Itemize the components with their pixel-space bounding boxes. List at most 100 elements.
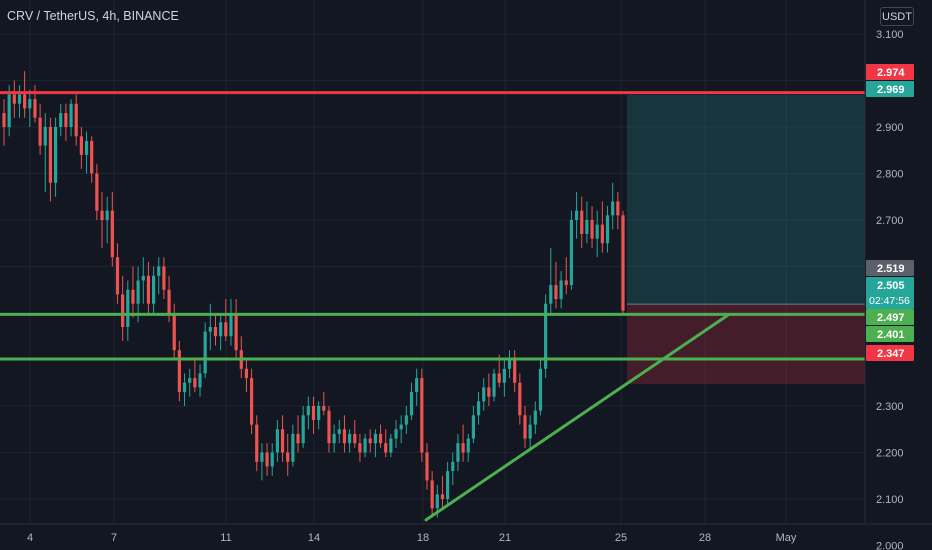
candle-body-73 xyxy=(378,433,383,444)
price-tick-2.300: 2.300 xyxy=(876,401,904,413)
candle-body-82 xyxy=(425,452,429,481)
currency-label[interactable]: USDT xyxy=(880,7,914,26)
candle-body-24 xyxy=(126,289,130,327)
candle-body-3 xyxy=(17,94,22,104)
candle-body-44 xyxy=(229,313,233,337)
candle-body-48 xyxy=(250,378,254,425)
candle-body-16 xyxy=(84,140,89,155)
candle-body-105 xyxy=(544,303,548,369)
candle-body-88 xyxy=(456,443,460,462)
candle-body-11 xyxy=(59,113,63,127)
candle-body-20 xyxy=(105,210,109,220)
candle-body-106 xyxy=(549,285,553,304)
symbol-title[interactable]: CRV / TetherUS, 4h, BINANCE xyxy=(7,9,179,23)
candle-body-17 xyxy=(90,140,94,174)
time-tick-18: 18 xyxy=(417,532,429,544)
profit-zone[interactable] xyxy=(627,94,865,305)
candle-body-80 xyxy=(415,378,419,393)
candle-body-37 xyxy=(193,378,197,388)
candle-body-76 xyxy=(394,429,398,439)
candle-body-113 xyxy=(585,220,589,234)
badge-support2-bg xyxy=(866,326,914,342)
drawn-lines[interactable] xyxy=(0,91,865,522)
badge-support-bg xyxy=(866,309,914,325)
candle-body-96 xyxy=(497,373,501,383)
badge-target: 2.969 xyxy=(877,84,905,96)
candle-body-61 xyxy=(317,406,321,420)
candle-body-74 xyxy=(384,443,388,453)
badge-resistance: 2.974 xyxy=(877,67,905,79)
candle-body-108 xyxy=(559,280,563,300)
candle-body-59 xyxy=(306,406,310,416)
candle-body-87 xyxy=(451,461,455,472)
candle-body-118 xyxy=(611,201,615,216)
candle-body-57 xyxy=(296,433,300,444)
candle-body-114 xyxy=(590,220,594,239)
candle-body-0 xyxy=(2,113,6,127)
candle-body-75 xyxy=(389,438,393,453)
candle-body-21 xyxy=(110,210,114,258)
badge-last-bg xyxy=(866,260,914,276)
candle-body-23 xyxy=(121,294,125,327)
time-tick-May: May xyxy=(776,532,797,544)
candle-body-90 xyxy=(466,438,470,453)
candle-body-120 xyxy=(621,215,625,311)
candle-body-110 xyxy=(569,220,574,286)
candle-body-98 xyxy=(507,359,512,369)
candle-body-116 xyxy=(600,224,604,244)
badge-stop-bg xyxy=(866,345,914,361)
candle-body-38 xyxy=(198,373,202,388)
price-tick-2.100: 2.100 xyxy=(876,494,904,506)
candle-body-32 xyxy=(167,289,171,313)
candle-body-104 xyxy=(538,368,543,411)
candle-body-66 xyxy=(342,429,347,444)
chart-grid xyxy=(0,0,865,546)
candle-body-62 xyxy=(322,406,326,411)
candle-body-81 xyxy=(420,378,424,453)
candle-body-93 xyxy=(482,387,486,402)
candle-body-94 xyxy=(487,387,491,397)
time-tick-4: 4 xyxy=(27,532,33,544)
candle-body-70 xyxy=(363,438,367,453)
candle-body-100 xyxy=(518,382,522,416)
candle-body-36 xyxy=(188,378,192,383)
candle-body-109 xyxy=(564,280,568,286)
candle-body-97 xyxy=(502,368,506,383)
candle-body-58 xyxy=(301,415,305,444)
candle-body-77 xyxy=(399,424,403,430)
badge-current: 2.505 xyxy=(877,280,905,292)
stop-loss-zone[interactable] xyxy=(627,304,865,385)
badge-target-bg xyxy=(866,81,914,97)
candle-body-68 xyxy=(353,433,357,444)
badge-support2: 2.401 xyxy=(877,329,905,341)
candle-body-79 xyxy=(409,392,414,416)
time-axis-background xyxy=(0,524,932,550)
bar-countdown: 02:47:56 xyxy=(869,295,910,307)
candle-body-56 xyxy=(291,433,295,462)
price-tick-2.800: 2.800 xyxy=(876,169,904,181)
candle-body-71 xyxy=(368,438,372,444)
candle-body-6 xyxy=(33,99,37,118)
candle-body-15 xyxy=(79,136,83,155)
candle-body-65 xyxy=(337,429,341,434)
candle-body-1 xyxy=(7,94,11,127)
price-tick-2.000: 2.000 xyxy=(876,541,904,550)
candle-body-78 xyxy=(404,415,408,425)
badge-last: 2.519 xyxy=(877,263,905,275)
candle-body-41 xyxy=(213,326,218,337)
candle-body-14 xyxy=(74,103,78,137)
ascending-trendline[interactable] xyxy=(424,312,731,522)
time-axis[interactable]: 4 7 11 14 18 21 25 28 May xyxy=(27,532,797,544)
candle-body-40 xyxy=(208,326,212,332)
candle-body-112 xyxy=(580,210,584,234)
candle-body-54 xyxy=(280,429,285,453)
price-tick-2.200: 2.200 xyxy=(876,448,904,460)
candle-body-86 xyxy=(446,471,450,499)
candle-body-85 xyxy=(440,494,445,499)
candle-body-117 xyxy=(605,215,610,244)
candle-body-42 xyxy=(219,322,223,337)
price-badges: 2.974 2.969 2.519 2.505 2.497 2.401 2.347 02:47… xyxy=(866,64,914,361)
candle-body-2 xyxy=(12,94,16,104)
candle-body-53 xyxy=(275,429,279,453)
